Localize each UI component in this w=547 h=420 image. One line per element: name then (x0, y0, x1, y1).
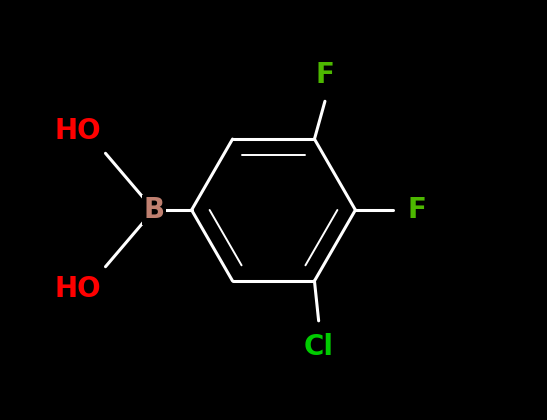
Text: HO: HO (55, 117, 101, 145)
Text: F: F (316, 60, 334, 89)
Text: Cl: Cl (304, 333, 334, 362)
Text: B: B (143, 196, 164, 224)
Text: HO: HO (55, 275, 101, 303)
Text: F: F (408, 196, 427, 224)
